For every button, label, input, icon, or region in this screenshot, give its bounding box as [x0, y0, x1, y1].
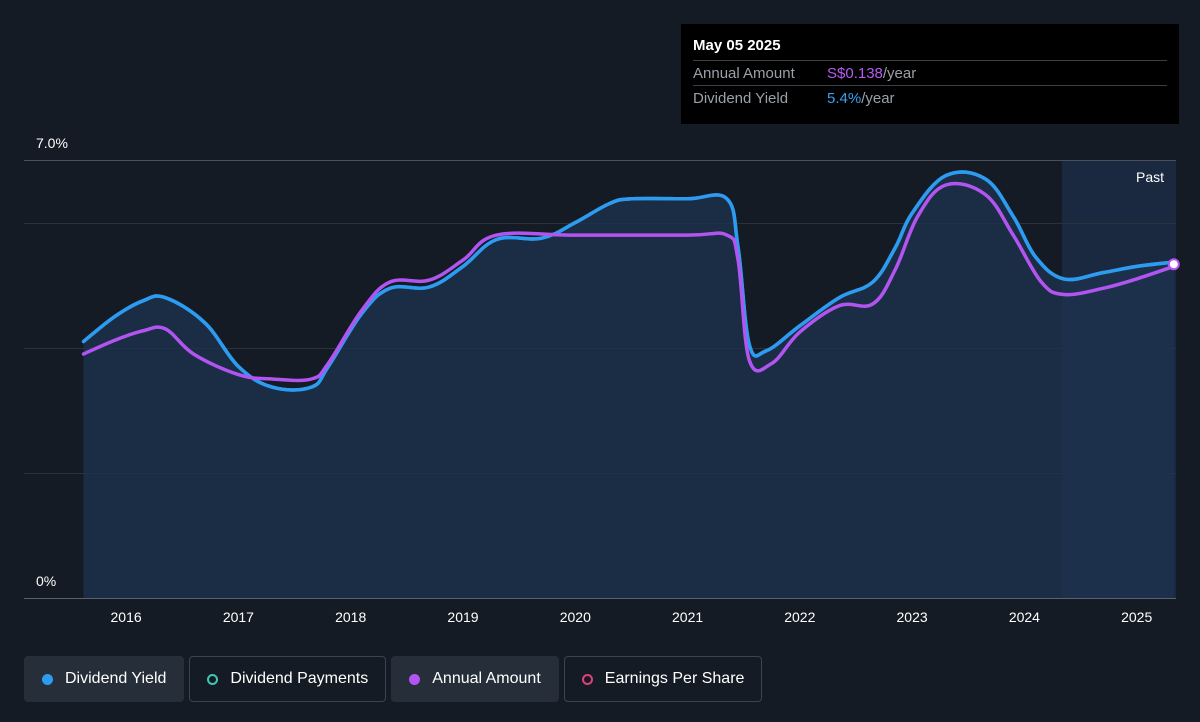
- x-tick-label: 2016: [111, 609, 142, 625]
- dividend-payments-ring-icon: [207, 673, 219, 685]
- x-tick-label: 2020: [560, 609, 591, 625]
- past-label: Past: [1136, 169, 1164, 185]
- x-tick-label: 2019: [447, 609, 478, 625]
- tooltip-dividend-yield-label: Dividend Yield: [693, 89, 789, 107]
- x-tick-label: 2022: [784, 609, 815, 625]
- x-tick-label: 2021: [672, 609, 703, 625]
- tooltip-annual-amount-value: S$0.138: [827, 64, 883, 82]
- tooltip: May 05 2025 Annual Amount S$0.138 /year …: [681, 24, 1179, 124]
- tooltip-annual-amount-label: Annual Amount: [693, 64, 795, 82]
- area-layer: [83, 171, 1174, 599]
- x-tick-label: 2018: [335, 609, 366, 625]
- tooltip-dividend-yield-unit: /year: [861, 89, 895, 107]
- x-tick-label: 2017: [223, 609, 254, 625]
- annual-amount-line: [81, 181, 1176, 383]
- legend-dividend-payments-button[interactable]: Dividend Payments: [189, 656, 387, 702]
- tooltip-annual-amount-unit: /year: [882, 64, 917, 82]
- annual-amount-dot-icon: [409, 673, 421, 685]
- x-tick-label: 2025: [1121, 609, 1152, 625]
- x-tick-label: 2023: [897, 609, 928, 625]
- y-axis-max-label: 7.0%: [36, 135, 68, 151]
- dividend-yield-dot-icon: [42, 673, 53, 685]
- current-point-marker[interactable]: [1167, 258, 1180, 271]
- legend-dividend-yield-button[interactable]: Dividend Yield: [24, 656, 185, 702]
- dividend-yield-line: [81, 170, 1176, 392]
- x-axis-ticks: 2016 2017 2018 2019 2020 2021 2022 2023 2024 2025: [111, 609, 1153, 625]
- line-layer: [81, 170, 1176, 392]
- dividend-yield-area: [83, 171, 1174, 599]
- x-tick-label: 2024: [1009, 609, 1040, 625]
- tooltip-row-annual-amount: Annual Amount S$0.138 /year: [693, 60, 1167, 85]
- legend-dividend-payments-label: Dividend Payments: [230, 670, 369, 687]
- earnings-per-share-ring-icon: [581, 673, 593, 685]
- legend: Dividend Yield Dividend Payments Annual …: [24, 656, 767, 702]
- legend-earnings-per-share-label: Earnings Per Share: [604, 670, 745, 687]
- tooltip-dividend-yield-value: 5.4%: [827, 89, 862, 107]
- tooltip-date: May 05 2025: [693, 37, 781, 54]
- legend-annual-amount-button[interactable]: Annual Amount: [391, 656, 559, 702]
- legend-annual-amount-label: Annual Amount: [432, 670, 541, 687]
- tooltip-row-dividend-yield: Dividend Yield 5.4% /year: [693, 85, 1167, 110]
- legend-dividend-yield-label: Dividend Yield: [65, 670, 167, 687]
- y-axis-min-label: 0%: [36, 573, 56, 589]
- legend-earnings-per-share-button[interactable]: Earnings Per Share: [563, 656, 763, 702]
